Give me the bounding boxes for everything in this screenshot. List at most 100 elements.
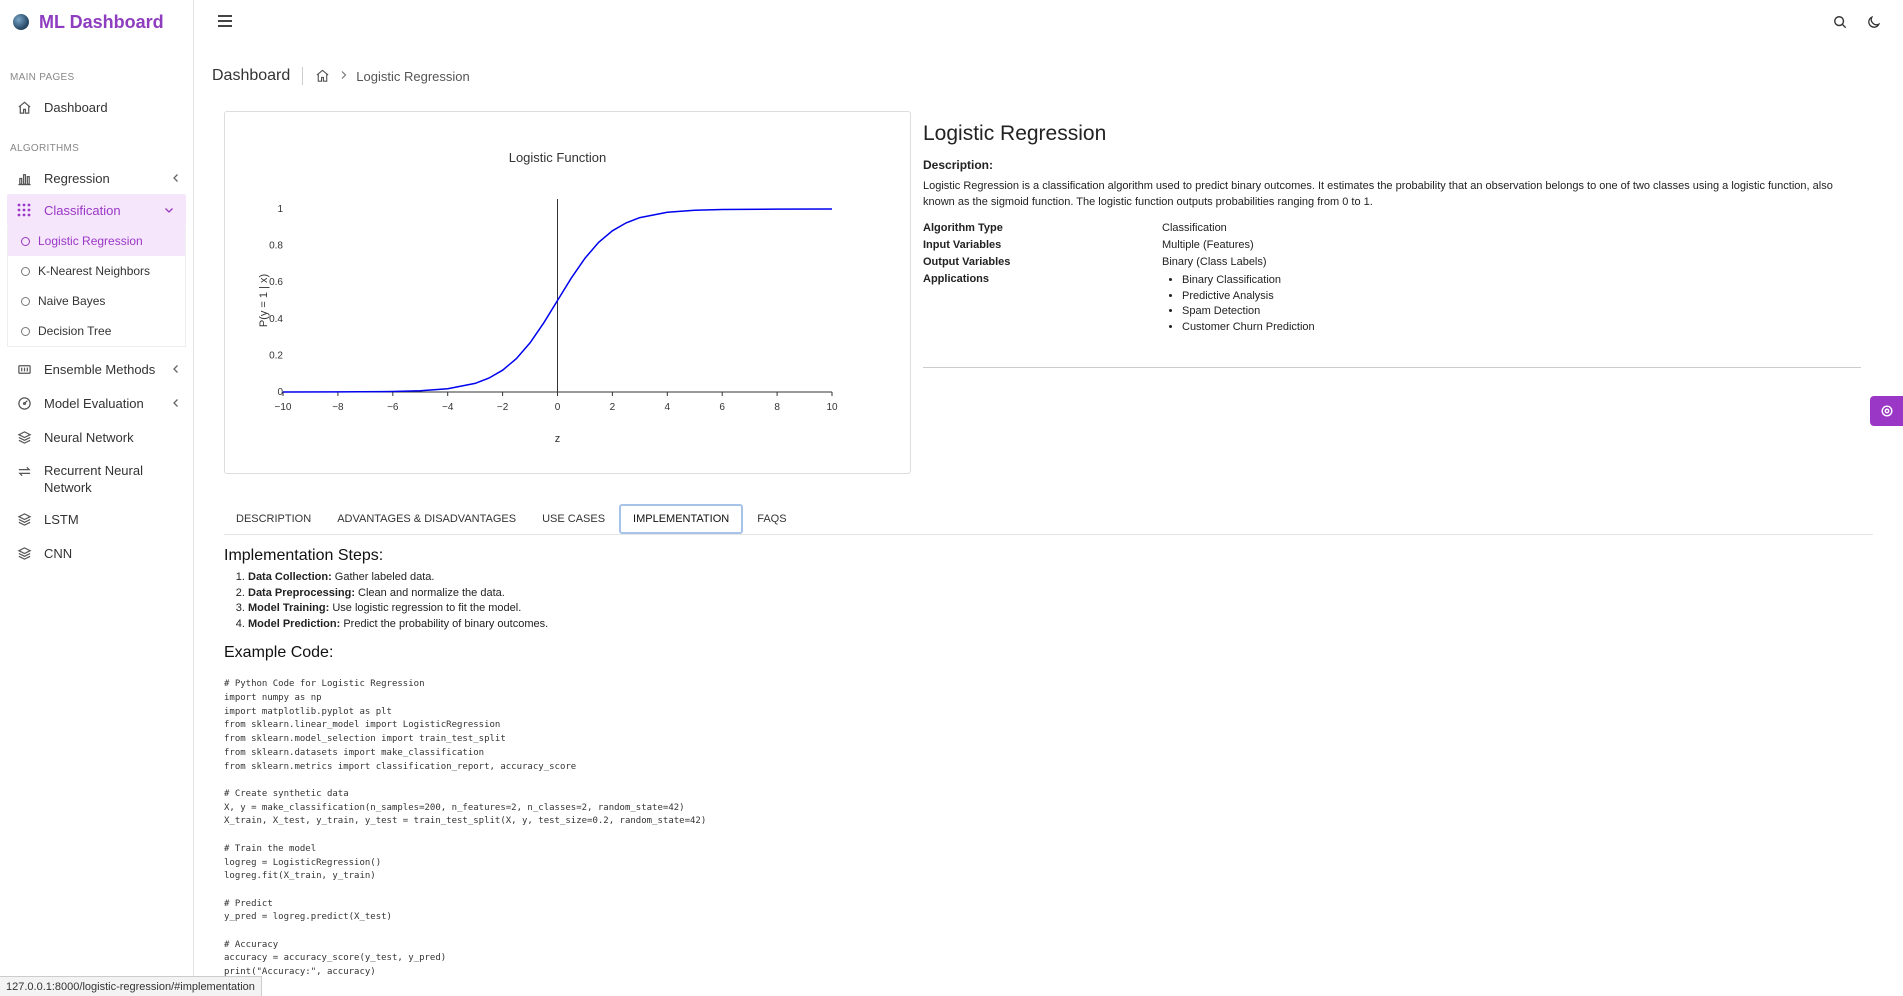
circle-icon	[21, 236, 30, 246]
x-tick-label: 6	[719, 402, 725, 413]
step-text: Gather labeled data.	[331, 571, 435, 583]
info-value: Binary Classification Predictive Analysi…	[1162, 271, 1315, 338]
sidebar-item-label: LSTM	[44, 511, 79, 527]
x-tick-label: −6	[387, 402, 399, 413]
info-key: Applications	[923, 273, 990, 285]
dark-mode-moon-icon[interactable]	[1865, 13, 1883, 31]
series-line	[282, 208, 833, 393]
step-title: Model Training:	[248, 602, 330, 615]
tab-implementation[interactable]: IMPLEMENTATION	[619, 504, 744, 534]
classification-submenu: Logistic Regression K-Nearest Neighbors …	[7, 226, 186, 347]
circle-icon	[21, 266, 30, 276]
x-tick-label: −8	[332, 402, 344, 413]
tab-faqs[interactable]: FAQS	[757, 513, 787, 525]
sidebar-item-ensemble[interactable]: Ensemble Methods	[0, 353, 193, 385]
chart-axes: −10 −8 −6 −4 −2 0 2 4 6 8 10 0 0.2 0.4 0.6 0.8 1	[269, 199, 838, 413]
sidebar-item-neural-network[interactable]: Neural Network	[0, 421, 193, 453]
topbar	[194, 0, 1903, 44]
logistic-chart: Logistic Function z P(y = 1 | x) −10 −8 −6…	[258, 150, 838, 445]
info-value: Classification	[1162, 222, 1227, 234]
sidebar-subitem-knn[interactable]: K-Nearest Neighbors	[8, 256, 185, 286]
algorithm-info: Logistic Regression Description: Logisti…	[923, 122, 1861, 369]
topbar-actions	[1831, 13, 1883, 31]
section-label-algorithms: ALGORITHMS	[10, 143, 80, 154]
sidebar-item-label: Ensemble Methods	[44, 361, 156, 377]
circle-icon	[21, 326, 30, 336]
chart-card: Logistic Function z P(y = 1 | x) −10 −8 −6…	[224, 111, 911, 474]
layers-icon	[16, 545, 32, 561]
sidebar-item-cnn[interactable]: CNN	[0, 537, 193, 569]
info-row: Algorithm Type Classification	[923, 220, 1315, 237]
y-tick-label: 1	[277, 204, 283, 215]
sidebar-item-model-evaluation[interactable]: Model Evaluation	[0, 387, 193, 419]
sidebar-item-lstm[interactable]: LSTM	[0, 503, 193, 535]
sidebar-subitem-decision-tree[interactable]: Decision Tree	[8, 316, 185, 346]
list-item: Data Preprocessing: Clean and normalize …	[248, 586, 1224, 602]
sidebar-item-label: Classification	[44, 202, 121, 218]
sidebar-item-rnn[interactable]: Recurrent Neural Network	[0, 455, 193, 501]
info-value: Multiple (Features)	[1162, 239, 1254, 251]
list-item: Data Collection: Gather labeled data.	[248, 570, 1224, 586]
list-item: Spam Detection	[1182, 304, 1315, 320]
menu-toggle-icon[interactable]	[218, 15, 232, 27]
applications-list: Binary Classification Predictive Analysi…	[1162, 273, 1315, 335]
list-item: Model Training: Use logistic regression …	[248, 601, 1224, 617]
chevron-right-icon	[339, 69, 348, 83]
tab-use-cases[interactable]: USE CASES	[542, 513, 606, 525]
sidebar-item-classification[interactable]: Classification	[7, 194, 186, 226]
list-item: Binary Classification	[1182, 273, 1315, 289]
info-value: Binary (Class Labels)	[1162, 256, 1267, 268]
sidebar-subitem-label: Naive Bayes	[38, 294, 106, 308]
sidebar-item-label: Dashboard	[44, 99, 108, 115]
chart-y-label: P(y = 1 | x)	[258, 274, 270, 327]
list-item: Model Prediction: Predict the probabilit…	[248, 617, 1224, 633]
sidebar-subitem-logistic-regression[interactable]: Logistic Regression	[8, 226, 185, 256]
code-heading: Example Code:	[224, 644, 334, 662]
x-tick-label: −4	[442, 402, 454, 413]
sidebar-subitem-naive-bayes[interactable]: Naive Bayes	[8, 286, 185, 316]
sidebar-subitem-label: Logistic Regression	[38, 234, 143, 248]
sidebar-item-regression[interactable]: Regression	[0, 162, 193, 194]
sidebar-item-label: CNN	[44, 545, 73, 561]
info-table: Algorithm Type Classification Input Vari…	[923, 220, 1315, 338]
x-tick-label: 10	[826, 402, 838, 413]
tab-description[interactable]: DESCRIPTION	[236, 513, 312, 525]
sidebar-item-dashboard[interactable]: Dashboard	[0, 91, 193, 123]
info-row: Applications Binary Classification Predi…	[923, 271, 1315, 338]
chevron-left-icon	[171, 173, 181, 183]
description-heading: Description:	[923, 158, 994, 172]
info-key: Input Variables	[923, 239, 1002, 251]
info-key: Output Variables	[923, 256, 1011, 268]
repeat-icon	[16, 463, 32, 479]
y-tick-label: 0.2	[269, 350, 283, 361]
chevron-left-icon	[171, 364, 181, 374]
home-icon[interactable]	[315, 68, 331, 84]
divider	[923, 367, 1861, 369]
description-text: Logistic Regression is a classification …	[923, 180, 1833, 208]
step-title: Data Collection:	[248, 571, 332, 583]
steps-list: Data Collection: Gather labeled data. Da…	[224, 570, 1224, 632]
steps-heading: Implementation Steps:	[224, 547, 384, 564]
chart-title: Logistic Function	[509, 150, 607, 165]
app-title: ML Dashboard	[39, 11, 164, 32]
ensemble-icon	[16, 361, 32, 377]
x-tick-label: 0	[555, 402, 561, 413]
x-tick-label: −2	[497, 402, 509, 413]
settings-side-tab[interactable]	[1870, 396, 1903, 426]
chart-series	[282, 208, 833, 393]
gauge-icon	[16, 395, 32, 411]
tab-advantages-disadvantages[interactable]: ADVANTAGES & DISADVANTAGES	[337, 513, 517, 525]
chart-x-label: z	[555, 433, 561, 445]
breadcrumb: Dashboard Logistic Regression	[212, 66, 470, 86]
search-icon[interactable]	[1831, 13, 1849, 31]
section-label-main: MAIN PAGES	[10, 72, 75, 83]
y-tick-label: 0.4	[269, 314, 283, 325]
layers-icon	[16, 429, 32, 445]
info-key: Algorithm Type	[923, 222, 1003, 234]
code-block: # Python Code for Logistic Regression im…	[224, 679, 707, 978]
brand[interactable]: ML Dashboard	[0, 0, 193, 44]
layers-icon	[16, 511, 32, 527]
sidebar-item-label: Recurrent Neural Network	[44, 463, 143, 495]
x-tick-label: 2	[610, 402, 616, 413]
